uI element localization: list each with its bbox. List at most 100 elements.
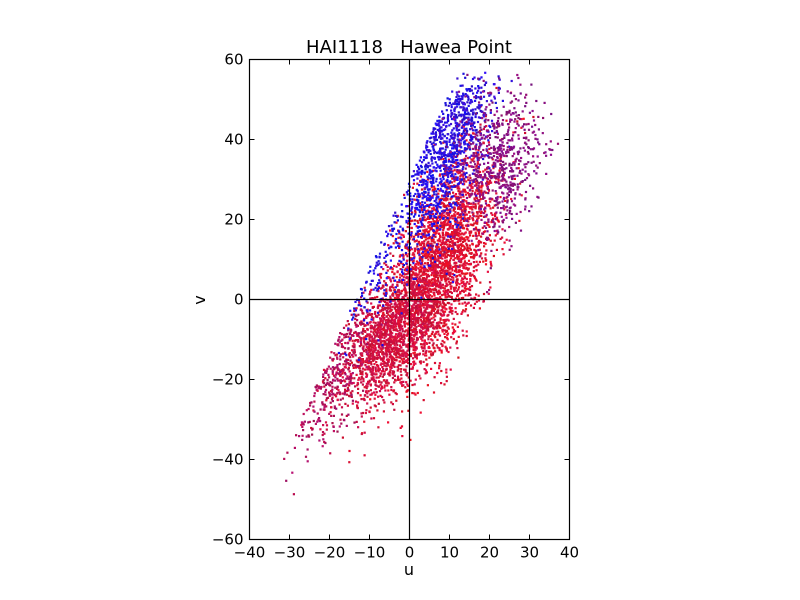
data-point bbox=[477, 243, 480, 246]
data-point bbox=[379, 394, 382, 397]
data-point bbox=[440, 241, 443, 244]
data-point bbox=[455, 268, 458, 271]
data-point bbox=[418, 292, 421, 295]
data-point bbox=[477, 294, 480, 297]
data-point bbox=[431, 162, 434, 165]
data-point bbox=[402, 335, 405, 338]
data-point bbox=[438, 198, 441, 201]
data-point bbox=[441, 232, 445, 235]
data-point bbox=[443, 160, 446, 163]
data-point bbox=[434, 122, 437, 125]
data-point bbox=[405, 268, 408, 271]
data-point bbox=[465, 88, 468, 91]
data-point bbox=[474, 191, 477, 194]
data-point bbox=[462, 171, 465, 174]
data-point bbox=[421, 233, 424, 236]
data-point bbox=[462, 131, 465, 134]
data-point bbox=[421, 203, 424, 206]
data-point bbox=[430, 186, 433, 189]
data-point bbox=[463, 282, 466, 286]
data-point bbox=[378, 335, 381, 338]
data-point bbox=[450, 295, 453, 299]
data-point bbox=[420, 262, 423, 265]
data-point bbox=[468, 230, 471, 233]
data-point bbox=[418, 214, 421, 217]
data-point bbox=[401, 352, 404, 355]
data-point bbox=[392, 254, 395, 257]
data-point bbox=[400, 382, 403, 385]
data-point bbox=[431, 188, 435, 191]
data-point bbox=[468, 232, 471, 235]
data-point bbox=[406, 349, 409, 352]
data-point bbox=[494, 234, 497, 237]
data-point bbox=[457, 234, 460, 237]
data-point bbox=[411, 296, 414, 299]
data-point bbox=[518, 219, 521, 222]
data-point bbox=[324, 377, 327, 380]
data-point bbox=[383, 289, 386, 292]
data-point bbox=[427, 304, 430, 307]
data-point bbox=[409, 246, 412, 249]
data-point bbox=[486, 180, 489, 183]
data-point bbox=[363, 454, 366, 457]
data-point bbox=[459, 260, 462, 263]
data-point bbox=[440, 382, 443, 385]
data-point bbox=[411, 289, 414, 292]
data-point bbox=[417, 202, 420, 205]
data-point bbox=[449, 309, 452, 312]
data-point bbox=[406, 281, 409, 284]
data-point bbox=[375, 354, 378, 357]
data-point bbox=[441, 236, 444, 239]
data-point bbox=[451, 224, 454, 228]
data-point bbox=[410, 203, 413, 206]
data-point bbox=[417, 320, 420, 323]
data-point bbox=[490, 212, 493, 215]
data-point bbox=[416, 219, 419, 223]
data-point bbox=[418, 278, 421, 281]
data-point bbox=[368, 346, 371, 349]
data-point bbox=[466, 191, 469, 195]
data-point bbox=[374, 368, 377, 371]
data-point bbox=[360, 342, 363, 345]
data-point bbox=[369, 334, 372, 337]
data-point bbox=[402, 350, 405, 353]
data-point bbox=[457, 245, 460, 248]
data-point bbox=[392, 214, 395, 217]
data-point bbox=[450, 117, 454, 121]
data-point bbox=[482, 292, 486, 296]
data-point bbox=[389, 245, 392, 248]
data-point bbox=[459, 84, 462, 87]
data-point bbox=[465, 277, 468, 281]
data-point bbox=[447, 173, 450, 176]
data-point bbox=[415, 274, 418, 277]
data-point bbox=[437, 249, 440, 252]
data-point bbox=[424, 292, 427, 295]
data-point bbox=[347, 358, 350, 361]
data-point bbox=[476, 91, 479, 94]
data-point bbox=[442, 275, 445, 278]
data-point bbox=[428, 226, 431, 229]
data-point bbox=[393, 365, 396, 368]
data-point bbox=[397, 306, 400, 309]
data-point bbox=[430, 258, 433, 261]
data-point bbox=[450, 181, 453, 184]
data-point bbox=[409, 291, 412, 294]
data-point bbox=[438, 367, 441, 370]
data-point bbox=[472, 205, 475, 209]
data-point bbox=[409, 220, 412, 223]
data-point bbox=[401, 210, 404, 213]
data-point bbox=[445, 243, 449, 246]
data-point bbox=[405, 262, 408, 265]
data-point bbox=[379, 333, 382, 336]
data-point bbox=[411, 338, 414, 341]
data-point bbox=[434, 249, 437, 252]
data-point bbox=[433, 376, 436, 379]
data-point bbox=[406, 359, 409, 362]
data-point bbox=[456, 250, 459, 253]
data-point bbox=[393, 339, 396, 342]
data-point bbox=[394, 391, 397, 395]
data-point bbox=[437, 286, 440, 289]
data-point bbox=[520, 194, 523, 197]
data-point bbox=[433, 255, 437, 258]
data-point bbox=[434, 312, 437, 315]
